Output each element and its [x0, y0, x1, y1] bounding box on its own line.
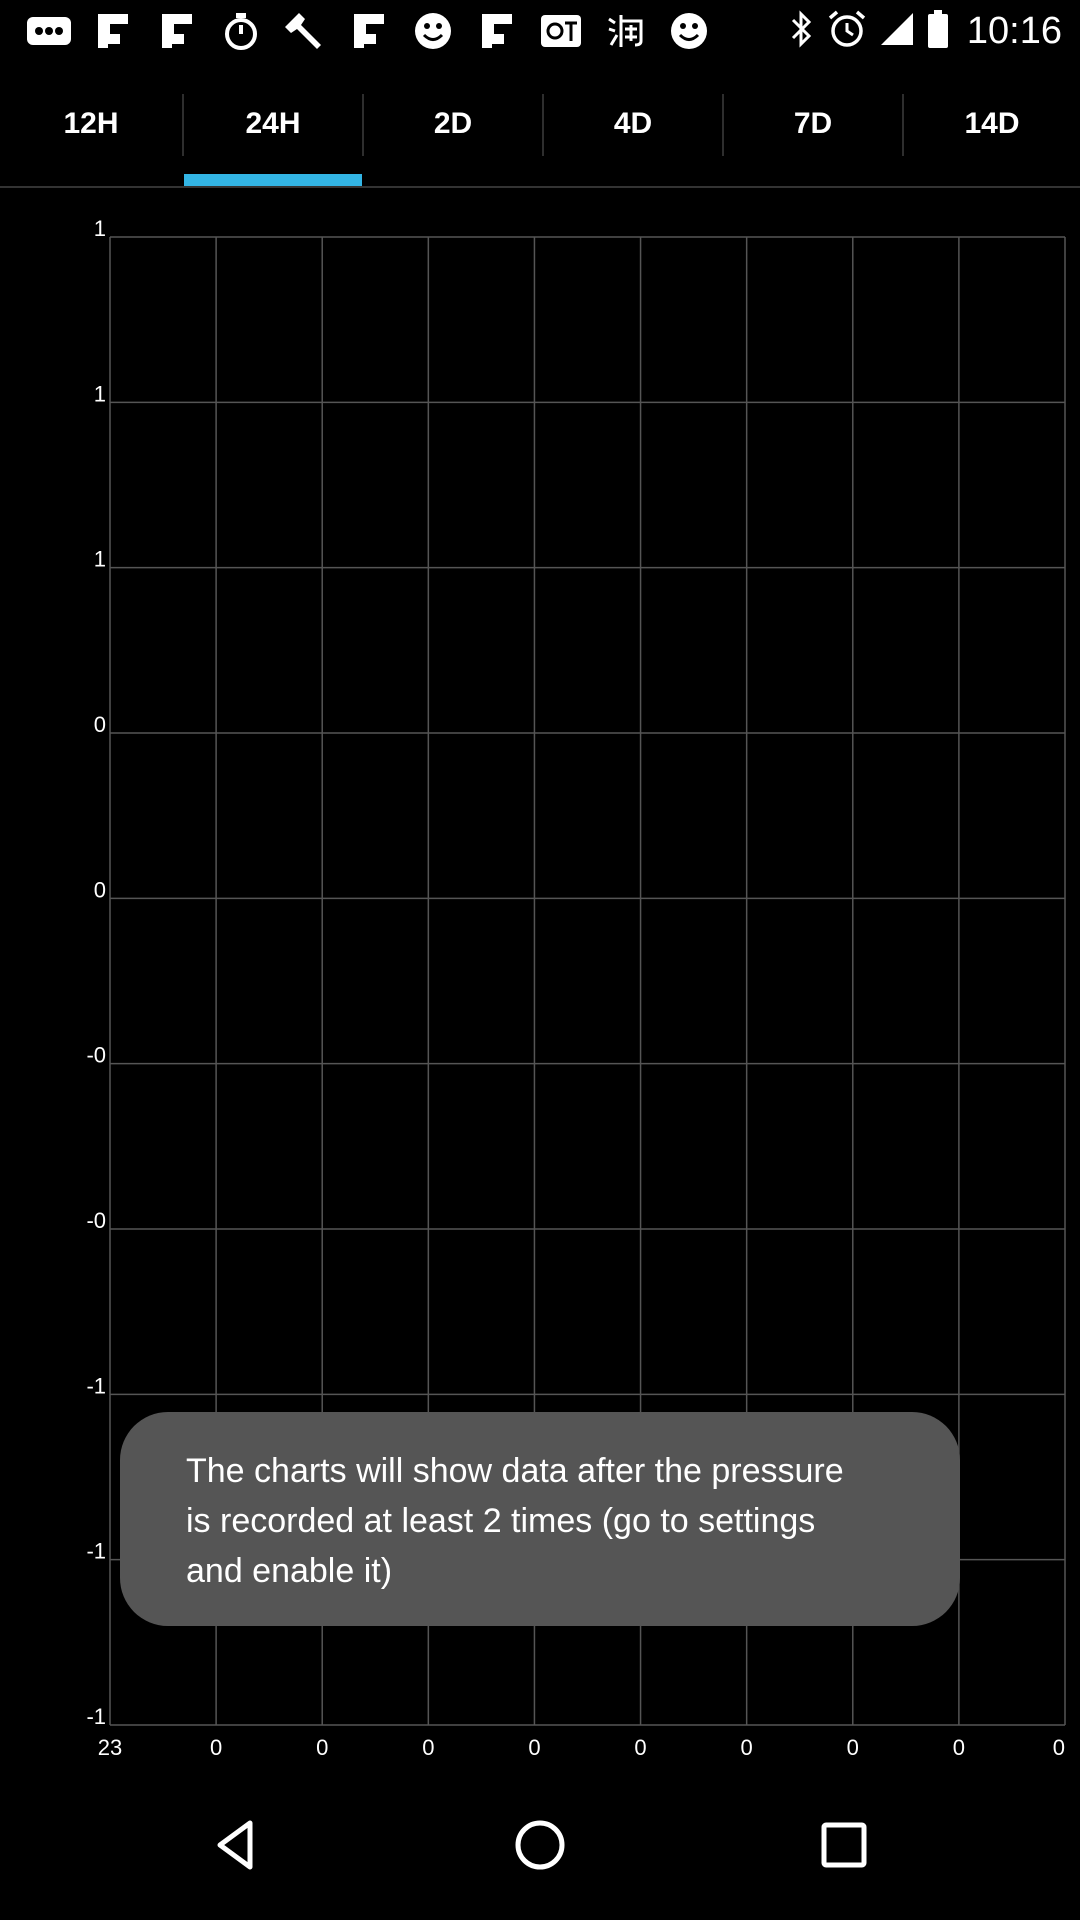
y-tick-label: -0 — [86, 1043, 106, 1068]
x-tick-label: 23 — [98, 1735, 122, 1760]
tab-2d[interactable]: 2D — [433, 107, 473, 140]
x-tick-label: 0 — [422, 1735, 434, 1760]
info-toast: The charts will show data after the pres… — [120, 1412, 960, 1626]
notification-icons — [24, 8, 714, 54]
flipboard-icon — [152, 8, 202, 54]
recents-icon[interactable] — [794, 1795, 894, 1895]
y-tick-label: 1 — [94, 381, 106, 406]
smiley-icon — [408, 8, 458, 54]
tab-4d[interactable]: 4D — [613, 107, 653, 140]
y-tick-label: 1 — [94, 216, 106, 241]
tab-14d[interactable]: 14D — [964, 107, 1020, 140]
y-tick-label: 0 — [94, 877, 106, 902]
taobao-icon — [600, 8, 650, 54]
more-dots-icon — [24, 8, 74, 54]
x-tick-label: 0 — [316, 1735, 328, 1760]
bluetooth-icon — [789, 9, 815, 54]
tab-12h[interactable]: 12H — [63, 107, 119, 140]
x-tick-label: 0 — [1053, 1735, 1065, 1760]
battery-icon — [927, 9, 949, 54]
x-tick-label: 0 — [634, 1735, 646, 1760]
tab-divider — [182, 94, 184, 156]
flipboard-icon — [472, 8, 522, 54]
status-time: 10:16 — [966, 9, 1062, 52]
tab-divider — [902, 94, 904, 156]
tab-divider — [362, 94, 364, 156]
tab-7d[interactable]: 7D — [793, 107, 833, 140]
selected-tab-indicator — [184, 174, 362, 186]
qt-icon — [536, 8, 586, 54]
signal-icon — [879, 11, 915, 52]
wrench-icon — [280, 8, 330, 54]
back-icon[interactable] — [186, 1795, 286, 1895]
alarm-icon — [827, 9, 867, 54]
y-tick-label: -1 — [86, 1373, 106, 1398]
stopwatch-icon — [216, 8, 266, 54]
y-tick-label: 0 — [94, 712, 106, 737]
tab-divider — [722, 94, 724, 156]
x-tick-label: 0 — [741, 1735, 753, 1760]
x-tick-label: 0 — [528, 1735, 540, 1760]
x-tick-label: 0 — [210, 1735, 222, 1760]
time-range-tabs: 12H 24H 2D 4D 7D 14D — [0, 62, 1080, 188]
flipboard-icon — [88, 8, 138, 54]
x-tick-label: 0 — [847, 1735, 859, 1760]
y-tick-label: -0 — [86, 1208, 106, 1233]
navigation-bar — [0, 1770, 1080, 1920]
y-tick-label: 1 — [94, 547, 106, 572]
y-tick-label: -1 — [86, 1704, 106, 1729]
x-tick-label: 0 — [953, 1735, 965, 1760]
tab-divider — [542, 94, 544, 156]
status-bar: 10:16 — [0, 0, 1080, 62]
y-tick-label: -1 — [86, 1539, 106, 1564]
home-icon[interactable] — [490, 1795, 590, 1895]
toast-message: The charts will show data after the pres… — [186, 1452, 844, 1590]
tab-24h[interactable]: 24H — [245, 107, 301, 140]
system-icons: 10:16 — [789, 8, 1062, 54]
flipboard-icon — [344, 8, 394, 54]
smiley-icon — [664, 8, 714, 54]
